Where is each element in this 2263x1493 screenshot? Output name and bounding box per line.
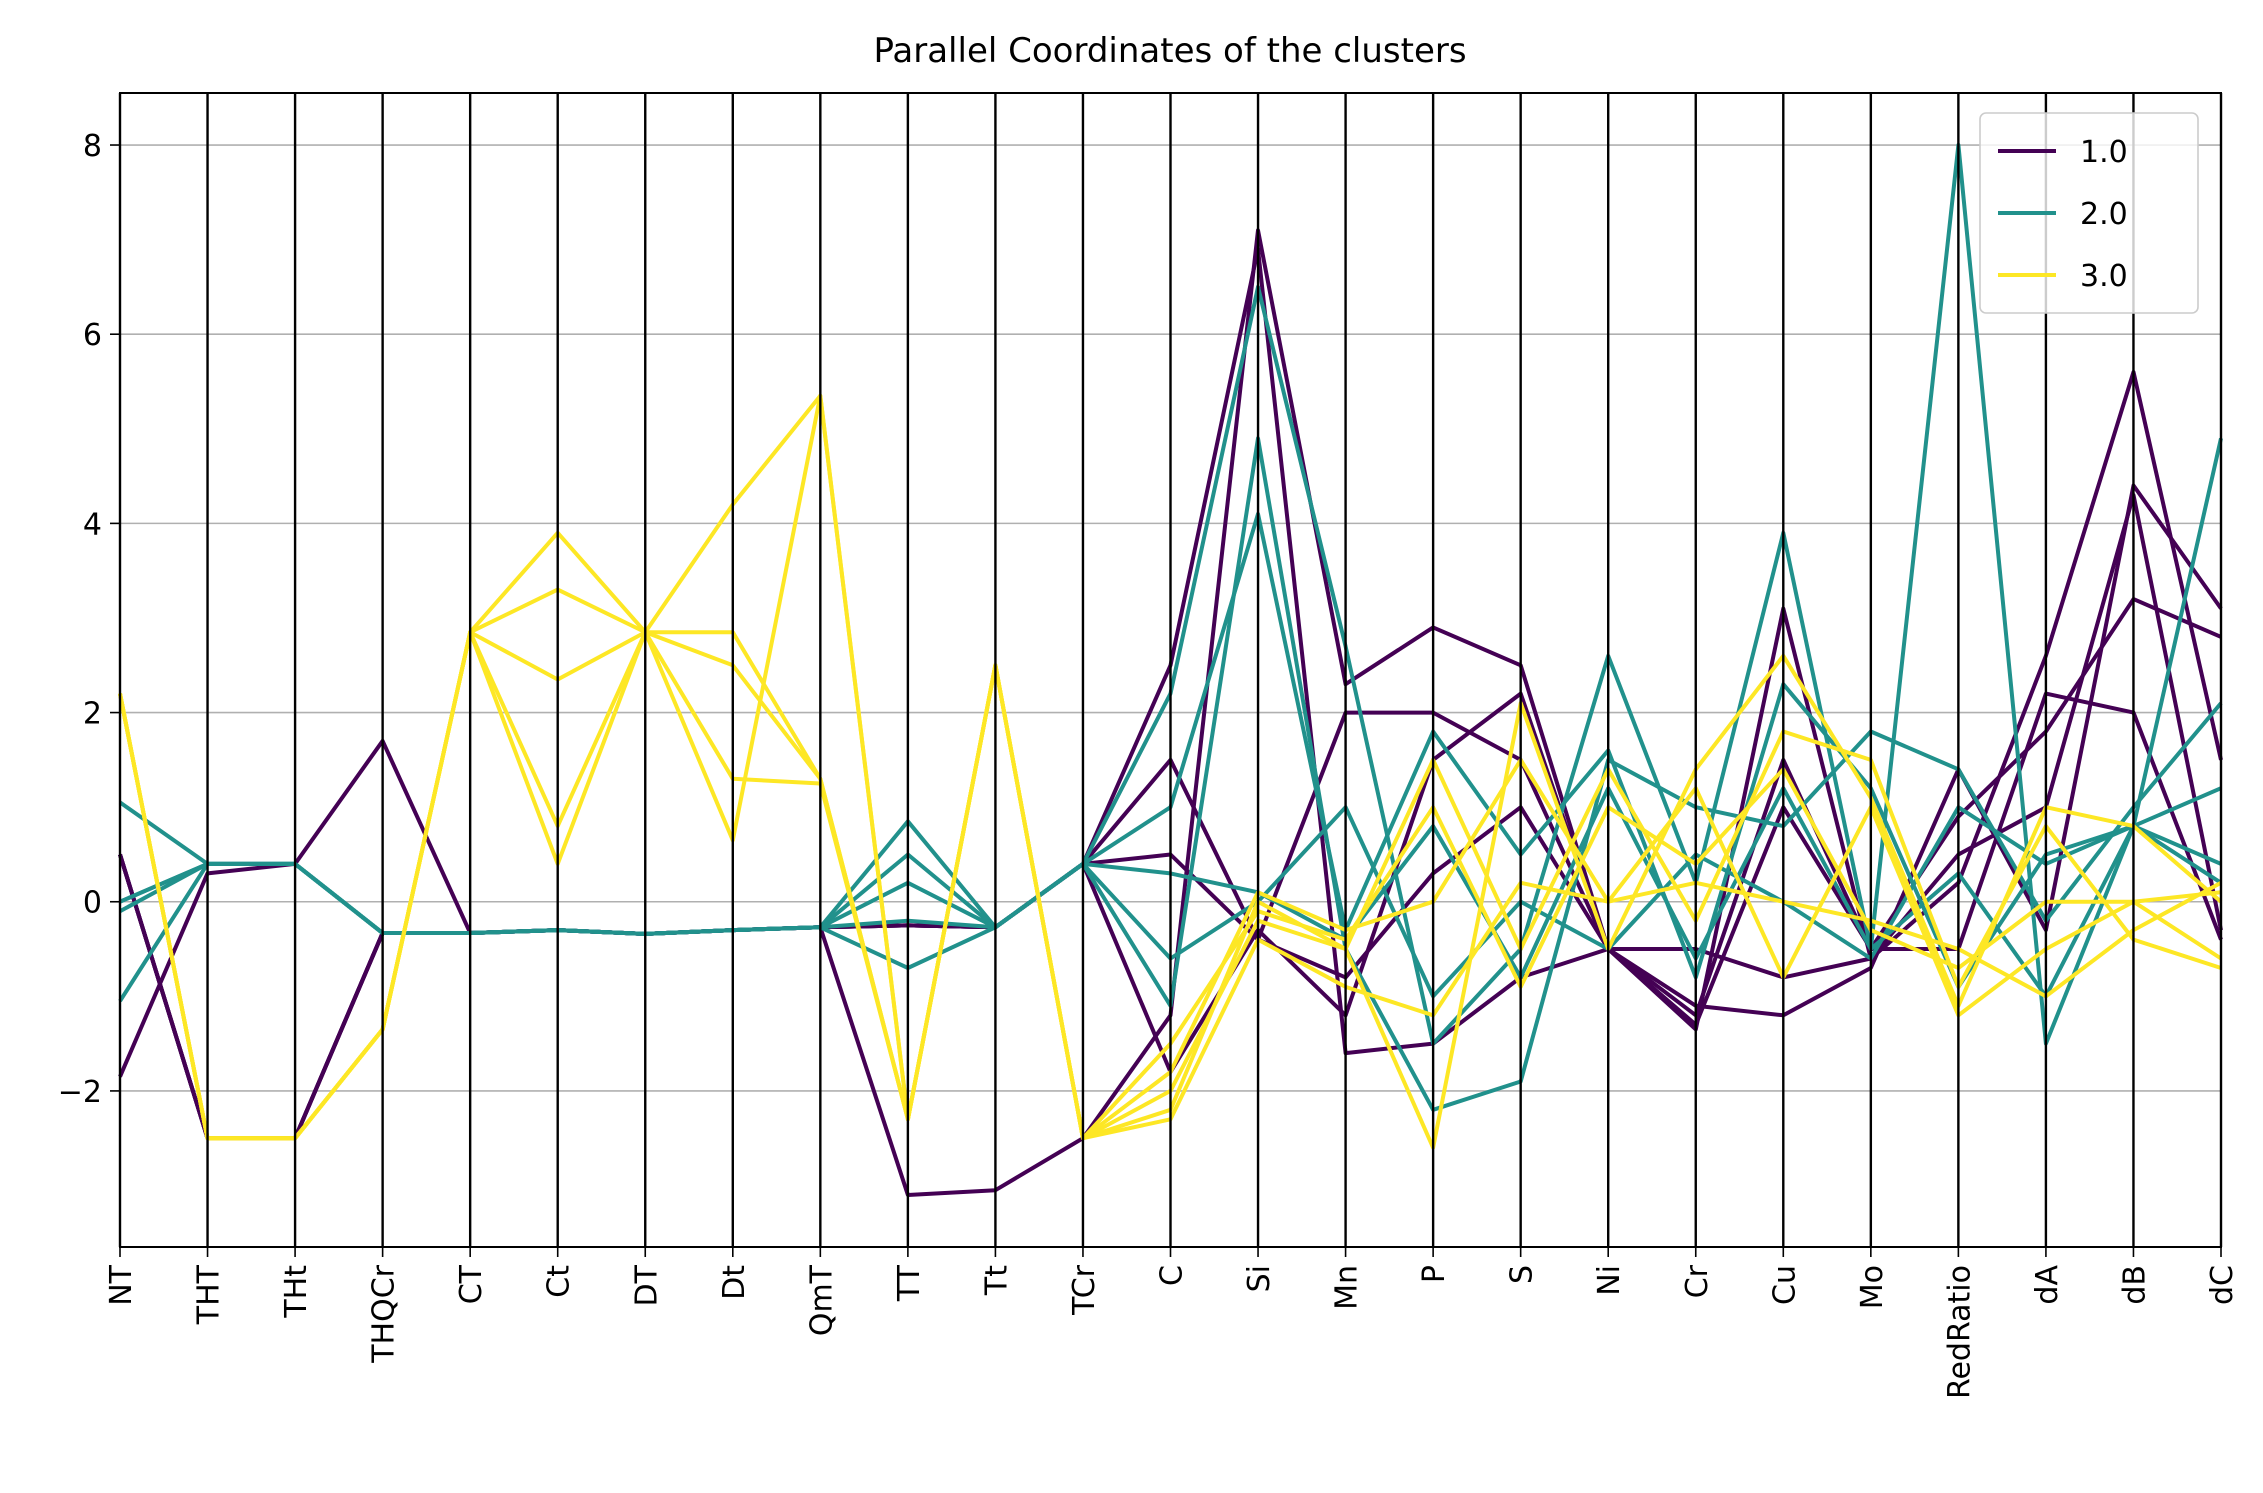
legend-label: 1.0 — [2080, 135, 2128, 170]
x-tick-label: TT — [892, 1264, 927, 1302]
x-tick-label: Tt — [979, 1265, 1014, 1296]
x-tick-label: RedRatio — [1942, 1265, 1977, 1399]
legend-label: 2.0 — [2080, 197, 2128, 232]
x-tick-label: Mo — [1855, 1265, 1890, 1309]
x-tick-label: S — [1505, 1265, 1540, 1284]
x-tick-label: Dt — [717, 1265, 752, 1300]
y-tick-label: 4 — [83, 507, 102, 542]
x-tick-label: QmT — [804, 1264, 839, 1336]
x-tick-label: Si — [1242, 1265, 1277, 1292]
parallel-axes: NT THT THt THQCr CT Ct DT Dt QmT TT Tt TCr C Si Mn P S Ni… — [104, 93, 2240, 1399]
y-axis: −2 0 2 4 6 8 — [58, 129, 120, 1110]
y-tick-label: 6 — [83, 318, 102, 353]
y-tick-label: 2 — [83, 697, 102, 732]
plot-frame — [119, 92, 2222, 1248]
x-tick-label: Ni — [1592, 1265, 1627, 1296]
x-tick-label: P — [1417, 1265, 1452, 1283]
x-tick-label: THt — [279, 1265, 314, 1319]
x-tick-label: DT — [629, 1264, 664, 1306]
x-tick-label: dC — [2205, 1265, 2240, 1305]
x-tick-label: dB — [2117, 1265, 2152, 1305]
x-tick-label: Cr — [1680, 1264, 1715, 1298]
legend-box — [1979, 112, 2199, 314]
x-tick-label: NT — [104, 1264, 139, 1305]
x-tick-label: THQCr — [367, 1264, 402, 1363]
y-tick-label: 8 — [83, 129, 102, 164]
legend: 1.0 2.0 3.0 — [1979, 112, 2199, 314]
legend-label: 3.0 — [2080, 259, 2128, 294]
x-tick-label: dA — [2030, 1265, 2065, 1305]
x-tick-label: C — [1155, 1265, 1190, 1286]
x-tick-label: TCr — [1067, 1264, 1102, 1316]
y-tick-label: −2 — [58, 1075, 102, 1110]
chart-title: Parallel Coordinates of the clusters — [873, 31, 1466, 71]
x-tick-label: THT — [192, 1264, 227, 1325]
y-tick-label: 0 — [83, 886, 102, 921]
x-tick-label: Ct — [542, 1265, 577, 1298]
x-tick-label: Cu — [1767, 1265, 1802, 1305]
x-tick-label: Mn — [1330, 1265, 1365, 1310]
x-tick-label: CT — [454, 1264, 489, 1304]
